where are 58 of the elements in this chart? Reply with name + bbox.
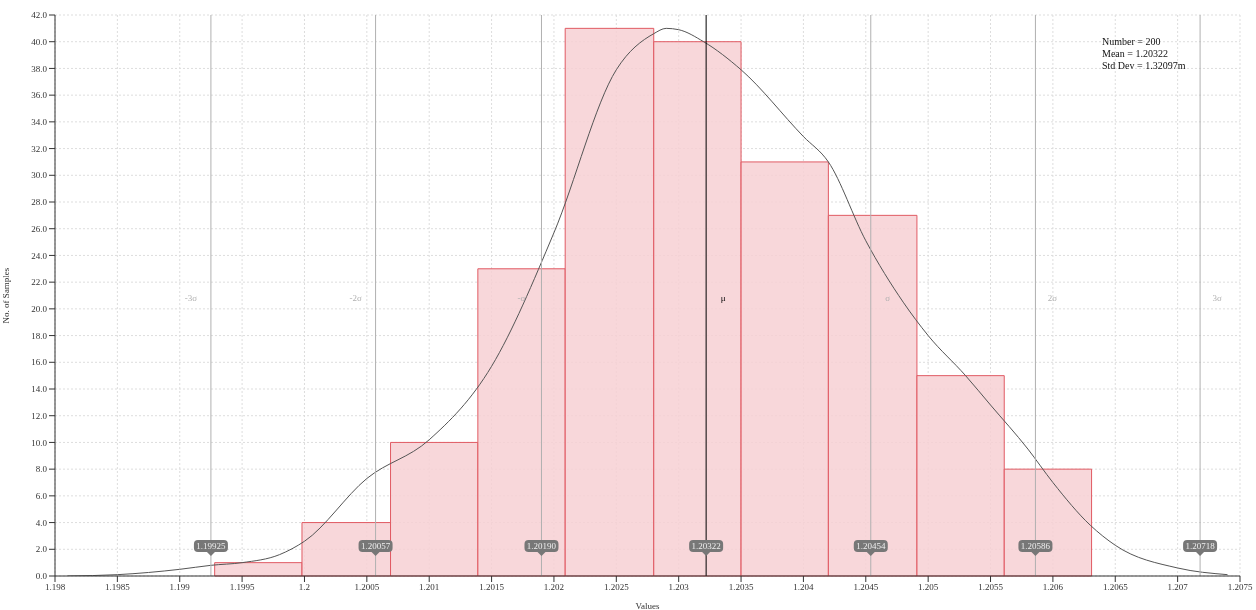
annotation: -3σ	[184, 293, 198, 304]
x-tick-label: 1.203	[668, 582, 690, 593]
y-tick-label: 26.0	[31, 223, 48, 234]
annotation: -2σ	[349, 293, 362, 304]
ref-line-label: 1.20454	[856, 541, 886, 551]
x-tick-label: 1.2035	[728, 582, 754, 593]
annotation: 2σ	[1047, 293, 1058, 304]
x-axis-title: Values	[635, 601, 660, 610]
ref-line-label: 1.20190	[526, 541, 557, 551]
x-tick-label: 1.205	[918, 582, 939, 593]
y-tick-label: 10.0	[31, 437, 48, 448]
y-tick-label: 0.0	[35, 571, 48, 582]
annotation: Mean = 1.20322	[1102, 48, 1169, 60]
ref-line-label: 1.20322	[691, 541, 721, 551]
y-tick-label: 24.0	[31, 250, 48, 261]
y-tick-label: 36.0	[31, 90, 48, 101]
x-tick-label: 1.2055	[978, 582, 1004, 593]
y-tick-label: 4.0	[35, 517, 48, 528]
y-tick-label: 34.0	[31, 117, 48, 128]
annotation: Std Dev = 1.32097m	[1102, 60, 1186, 72]
y-tick-label: 42.0	[31, 10, 48, 21]
x-tick-label: 1.2	[298, 582, 311, 593]
y-tick-label: 22.0	[31, 277, 48, 288]
x-tick-label: 1.199	[169, 582, 191, 593]
y-tick-label: 32.0	[31, 143, 48, 154]
x-tick-label: 1.2045	[853, 582, 879, 593]
y-tick-label: 8.0	[35, 464, 48, 475]
ref-line-label: 1.20718	[1185, 541, 1216, 551]
x-tick-label: 1.202	[543, 582, 565, 593]
annotation: Number = 200	[1102, 36, 1162, 48]
x-tick-label: 1.2025	[603, 582, 630, 593]
x-tick-label: 1.204	[793, 582, 815, 593]
y-tick-label: 20.0	[31, 304, 48, 315]
ref-line-label: 1.20586	[1020, 541, 1051, 551]
y-tick-label: 14.0	[31, 384, 48, 395]
y-tick-label: 28.0	[31, 197, 48, 208]
y-tick-label: 2.0	[35, 544, 48, 555]
y-axis-title: No. of Samples	[1, 267, 12, 324]
y-tick-label: 6.0	[35, 491, 48, 502]
x-tick-label: 1.2075	[1227, 582, 1253, 593]
x-tick-label: 1.2005	[354, 582, 380, 593]
y-tick-label: 40.0	[31, 36, 48, 47]
x-tick-label: 1.206	[1042, 582, 1064, 593]
x-tick-label: 1.1985	[104, 582, 131, 593]
y-tick-label: 16.0	[31, 357, 48, 368]
x-tick-label: 1.2065	[1102, 582, 1129, 593]
x-tick-label: 1.2015	[479, 582, 505, 593]
x-tick-label: 1.207	[1167, 582, 1189, 593]
ref-line-label: 1.20057	[360, 541, 391, 551]
y-tick-label: 18.0	[31, 330, 48, 341]
y-tick-label: 30.0	[31, 170, 48, 181]
x-tick-label: 1.1995	[229, 582, 255, 593]
x-tick-label: 1.201	[419, 582, 440, 593]
y-tick-label: 38.0	[31, 63, 48, 74]
annotation: μ	[720, 293, 726, 304]
y-tick-label: 12.0	[31, 410, 48, 421]
ref-line-label: 1.19925	[196, 541, 227, 551]
x-tick-label: 1.198	[44, 582, 66, 593]
